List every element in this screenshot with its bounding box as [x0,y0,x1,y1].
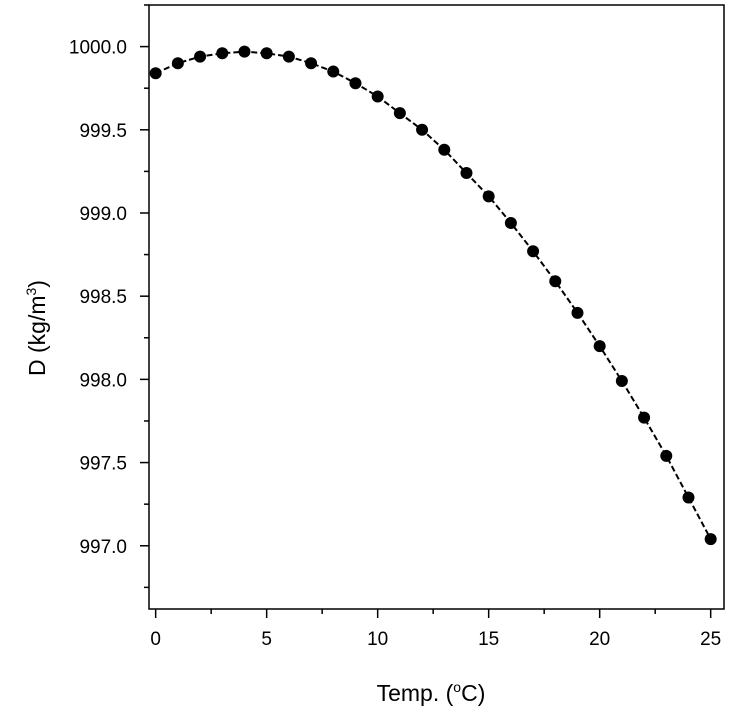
y-tick-label: 999.5 [79,121,127,142]
x-tick-label: 20 [589,629,610,650]
data-point [571,306,584,319]
data-point [527,245,540,258]
data-point [349,77,362,90]
data-point [638,411,651,424]
data-point [149,67,162,80]
y-axis-tick-labels: 997.0 997.5 998.0 998.5 999.0 999.5 1000.0 [69,38,127,558]
data-point [416,123,429,136]
y-tick-label: 998.0 [79,370,127,391]
data-point [615,375,628,388]
data-point [282,50,295,63]
x-tick-label: 5 [261,629,272,650]
data-point [371,90,384,103]
data-point [504,216,517,229]
y-tick-label: 999.0 [79,204,127,225]
x-tick-label: 25 [700,629,721,650]
series-markers [149,45,717,546]
x-tick-label: 0 [150,629,161,650]
data-point [260,47,273,60]
x-tick-label: 15 [478,629,499,650]
y-tick-label: 997.5 [79,454,127,475]
y-axis-title: D (kg/m3) [23,280,50,376]
x-axis-title: Temp. (oC) [377,679,486,706]
y-tick-label: 998.5 [79,287,127,308]
data-point [438,143,451,156]
data-point [660,449,673,462]
data-point [704,533,717,546]
data-point [393,107,406,120]
series-line-density [155,50,712,540]
data-point [460,167,473,180]
data-point [327,65,340,78]
y-axis-ticks [140,4,149,589]
data-point [216,47,229,60]
data-point [482,190,495,203]
data-point [549,275,562,288]
data-point [305,57,318,70]
data-point [593,340,606,353]
data-point [682,491,695,504]
y-tick-label: 997.0 [79,537,127,558]
x-axis-tick-labels: 0 5 10 15 20 25 [150,629,721,650]
data-point [194,50,207,63]
y-tick-label: 1000.0 [69,38,127,59]
plot-frame [148,4,725,610]
data-point [171,57,184,70]
x-tick-label: 10 [367,629,388,650]
data-point [238,45,251,58]
x-axis-ticks [154,609,712,618]
